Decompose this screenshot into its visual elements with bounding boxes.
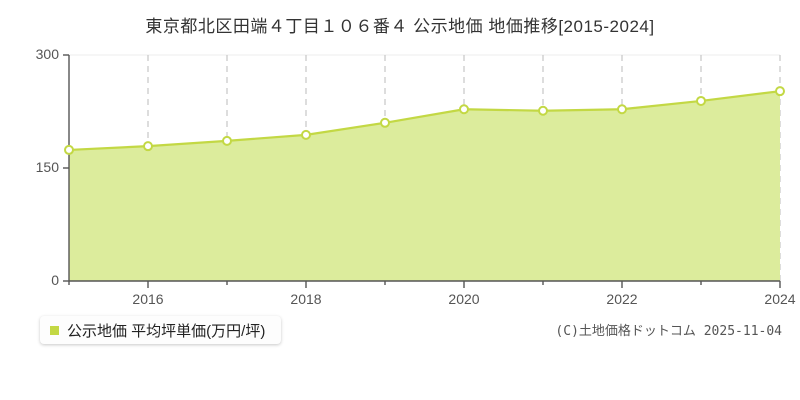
y-axis-tick-label: 150 <box>35 159 59 175</box>
data-point-markers <box>64 86 785 155</box>
series-line <box>68 90 781 152</box>
x-axis-tick-label: 2018 <box>290 291 322 307</box>
x-axis-tick-label: 2024 <box>764 291 796 307</box>
legend-swatch-icon <box>50 325 59 335</box>
area-fill <box>69 91 780 281</box>
axis-ticks <box>63 54 781 288</box>
y-axis-tick-label: 0 <box>51 272 59 288</box>
x-axis-tick-label: 2022 <box>606 291 638 307</box>
legend-label: 公示地価 平均坪単価(万円/坪) <box>67 322 266 340</box>
chart-legend[interactable]: 公示地価 平均坪単価(万円/坪) <box>40 316 282 344</box>
chart-title: 東京都北区田端４丁目１０６番４ 公示地価 地価推移[2015-2024] <box>145 17 655 36</box>
copyright-credit: (C)土地価格ドットコム 2025-11-04 <box>555 324 782 339</box>
x-axis-tick-label: 2020 <box>448 291 480 307</box>
y-axis-tick-label: 300 <box>35 46 59 62</box>
x-axis-tick-label: 2016 <box>132 291 164 307</box>
